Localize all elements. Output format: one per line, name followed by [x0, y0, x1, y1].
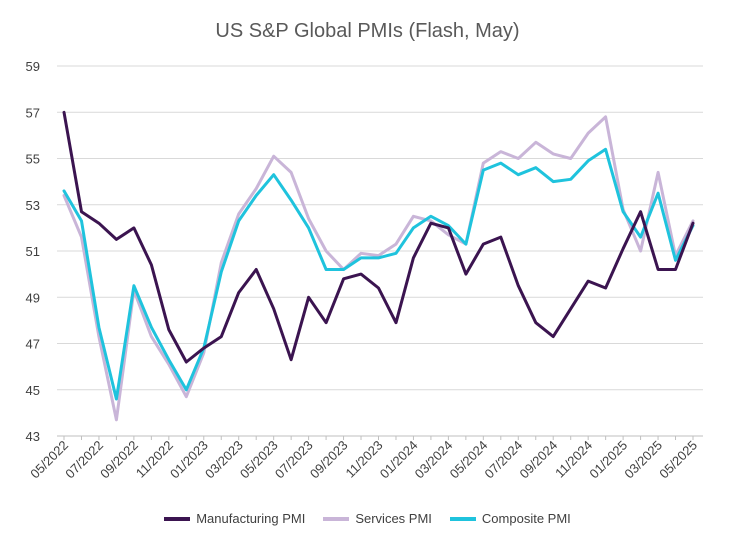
legend-item: Manufacturing PMI — [164, 511, 305, 526]
legend-label: Composite PMI — [481, 511, 571, 526]
x-tick-label: 09/2022 — [97, 438, 141, 482]
y-tick-label: 51 — [26, 244, 40, 259]
legend-label: Services PMI — [355, 511, 432, 526]
y-tick-label: 43 — [26, 429, 40, 444]
x-tick-label: 07/2022 — [62, 438, 106, 482]
legend-swatch — [449, 516, 476, 521]
x-tick-label: 05/2025 — [656, 438, 700, 482]
x-axis-ticks: 05/202207/202209/202211/202201/202303/20… — [27, 436, 700, 481]
x-tick-label: 07/2023 — [272, 438, 316, 482]
legend-item: Composite PMI — [449, 511, 571, 526]
chart-title: US S&P Global PMIs (Flash, May) — [215, 20, 520, 42]
x-tick-label: 09/2024 — [517, 438, 561, 482]
y-axis-ticks: 43 45 47 49 51 53 55 57 59 — [26, 59, 40, 444]
gridlines — [57, 65, 703, 437]
series-line-composite-pmi — [62, 147, 695, 401]
x-tick-label: 05/2023 — [237, 438, 281, 482]
y-tick-label: 57 — [26, 105, 40, 120]
legend: Manufacturing PMI Services PMI Composite P… — [0, 511, 735, 526]
legend-item: Services PMI — [323, 511, 432, 526]
x-tick-label: 07/2024 — [482, 438, 526, 482]
x-tick-label: 05/2022 — [27, 438, 71, 482]
legend-label: Manufacturing PMI — [196, 511, 306, 526]
series-line-services-pmi — [62, 115, 695, 422]
x-tick-label: 05/2024 — [447, 438, 491, 482]
x-tick-label: 01/2024 — [377, 438, 421, 482]
y-tick-label: 49 — [26, 290, 40, 305]
x-tick-label: 01/2023 — [167, 438, 211, 482]
x-tick-label: 09/2023 — [307, 438, 351, 482]
y-tick-label: 53 — [26, 198, 40, 213]
y-tick-label: 47 — [26, 337, 40, 352]
y-tick-label: 59 — [26, 59, 40, 74]
series-lines — [62, 110, 695, 422]
x-tick-label: 01/2025 — [586, 438, 630, 482]
y-tick-label: 45 — [26, 383, 40, 398]
legend-swatch — [164, 516, 191, 521]
y-tick-label: 55 — [26, 152, 40, 167]
legend-swatch — [323, 516, 350, 521]
x-tick-label: 03/2023 — [202, 438, 246, 482]
series-line-manufacturing-pmi — [62, 110, 695, 364]
x-tick-label: 03/2024 — [412, 438, 456, 482]
x-tick-label: 03/2025 — [621, 438, 665, 482]
